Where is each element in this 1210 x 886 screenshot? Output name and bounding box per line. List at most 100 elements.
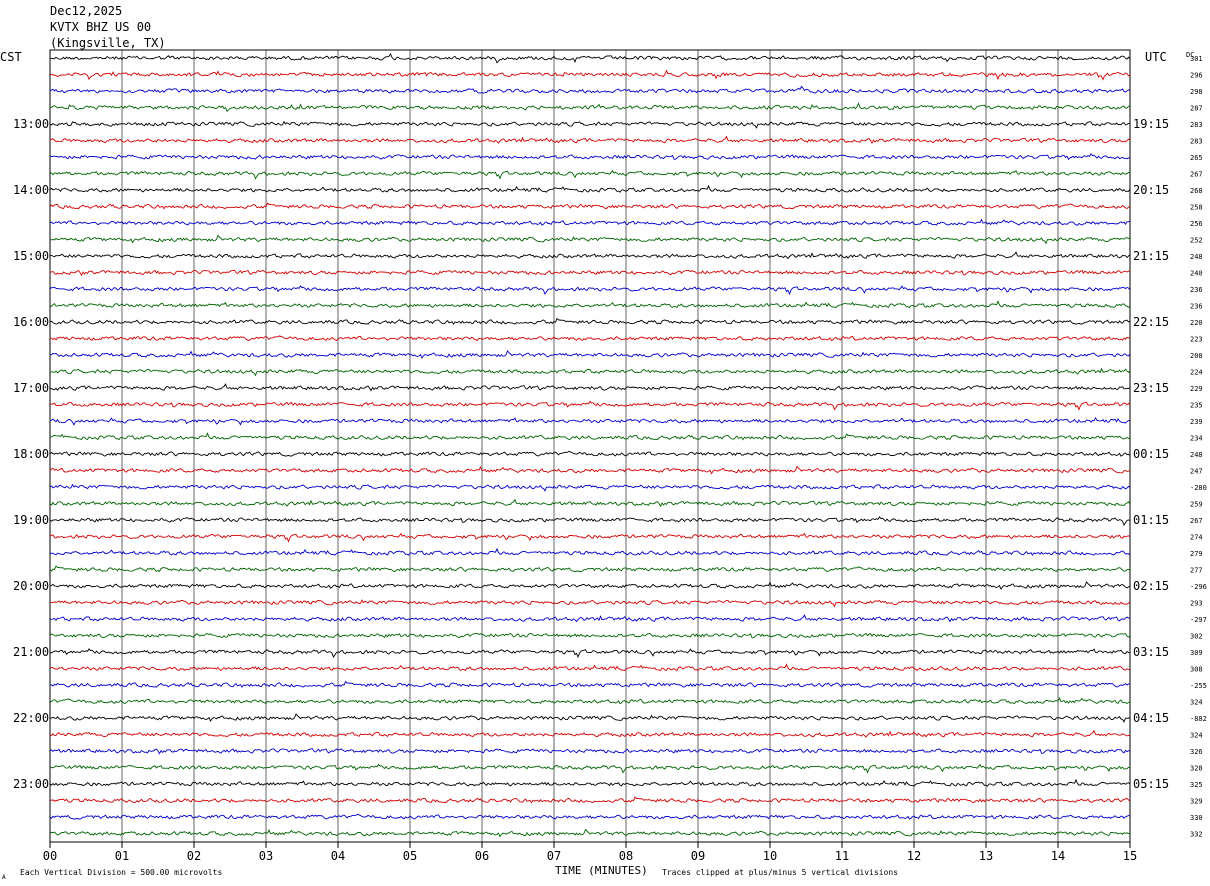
seismic-trace (49, 483, 1131, 492)
dc-offset-label: 259 (1190, 501, 1203, 509)
dc-offset-label: 309 (1190, 649, 1203, 657)
scale-note: Each Vertical Division = 500.00 microvol… (20, 868, 222, 877)
x-tick-label: 05 (403, 849, 417, 863)
seismic-trace (49, 135, 1131, 145)
utc-hour-label: 23:15 (1133, 381, 1169, 395)
seismic-trace (49, 251, 1131, 260)
seismic-trace (49, 532, 1131, 543)
dc-offset-label: 268 (1190, 187, 1203, 195)
seismic-trace (49, 632, 1131, 639)
x-tick-label: 11 (835, 849, 849, 863)
clip-note: Traces clipped at plus/minus 5 vertical … (662, 868, 898, 877)
dc-offset-label: 234 (1190, 435, 1203, 443)
seismic-trace (49, 498, 1131, 508)
seismic-trace (49, 432, 1131, 441)
utc-hour-label: 02:15 (1133, 579, 1169, 593)
seismic-trace (49, 648, 1131, 659)
dc-offset-label: 267 (1190, 517, 1203, 525)
dc-offset-label: 287 (1190, 105, 1203, 113)
dc-offset-label: 248 (1190, 253, 1203, 261)
dc-offset-label: 283 (1190, 121, 1203, 129)
x-tick-label: 00 (43, 849, 57, 863)
utc-hour-label: 21:15 (1133, 249, 1169, 263)
header-date: Dec12,2025 (50, 4, 123, 18)
seismic-trace (49, 697, 1131, 705)
dc-offset-label: 324 (1190, 732, 1203, 740)
dc-offset-label: 330 (1190, 814, 1203, 822)
cst-hour-label: 13:00 (13, 117, 49, 131)
x-tick-label: 09 (691, 849, 705, 863)
seismic-trace (49, 269, 1131, 277)
x-tick-label: 13 (979, 849, 993, 863)
utc-hour-label: 03:15 (1133, 645, 1169, 659)
seismic-trace (49, 53, 1131, 64)
dc-offset-label: 325 (1190, 781, 1203, 789)
dc-offset-label: 267 (1190, 171, 1203, 179)
dc-offset-label: 265 (1190, 154, 1203, 162)
header-location: (Kingsville, TX) (50, 36, 166, 50)
seismic-trace (49, 285, 1131, 296)
utc-hour-label: 00:15 (1133, 447, 1169, 461)
x-tick-label: 15 (1123, 849, 1137, 863)
x-axis-label: TIME (MINUTES) (555, 864, 648, 877)
utc-hour-label: 05:15 (1133, 777, 1169, 791)
seismic-trace (49, 663, 1131, 672)
cst-hour-label: 17:00 (13, 381, 49, 395)
dc-offset-label: -280 (1190, 484, 1207, 492)
dc-offset-label: 240 (1190, 270, 1203, 278)
seismic-trace (49, 729, 1131, 738)
dc-offset-label: 301 (1190, 55, 1203, 63)
seismic-trace (49, 778, 1131, 787)
utc-hour-label: 01:15 (1133, 513, 1169, 527)
dc-offset-label: 236 (1190, 286, 1203, 294)
utc-hour-label: 19:15 (1133, 117, 1169, 131)
seismic-trace (49, 234, 1131, 245)
dc-offset-label: -296 (1190, 583, 1207, 591)
seismic-trace (49, 202, 1131, 210)
cst-hour-label: 21:00 (13, 645, 49, 659)
traces (49, 53, 1131, 838)
seismic-trace (49, 450, 1131, 457)
x-tick-label: 10 (763, 849, 777, 863)
seismic-trace (49, 713, 1131, 723)
x-tick-label: 02 (187, 849, 201, 863)
dc-offset-label: 223 (1190, 336, 1203, 344)
dc-offset-label: 302 (1190, 633, 1203, 641)
seismic-trace (49, 153, 1131, 161)
seismic-trace (49, 102, 1131, 112)
seismic-trace (49, 748, 1131, 755)
seismic-trace (49, 335, 1131, 342)
dc-offset-label: -882 (1190, 715, 1207, 723)
seismic-trace (49, 218, 1131, 226)
seismic-trace (49, 400, 1131, 411)
x-tick-label: 08 (619, 849, 633, 863)
x-tick-label: 04 (331, 849, 345, 863)
dc-offset-label: 274 (1190, 534, 1203, 542)
cst-hour-label: 23:00 (13, 777, 49, 791)
dc-offset-label: 247 (1190, 468, 1203, 476)
cst-hour-label: 15:00 (13, 249, 49, 263)
cst-label: CST (0, 50, 22, 64)
seismic-trace (49, 680, 1130, 689)
dc-offset-label: -255 (1190, 682, 1207, 690)
dc-offset-label: 220 (1190, 319, 1203, 327)
seismic-trace (49, 599, 1131, 608)
dc-offset-label: 296 (1190, 72, 1203, 80)
dc-offset-label: 324 (1190, 699, 1203, 707)
seismic-trace (49, 614, 1131, 623)
dc-offset-label: 252 (1190, 237, 1203, 245)
seismic-trace (49, 350, 1131, 360)
seismic-trace (49, 69, 1131, 81)
dc-offset-label: 258 (1190, 204, 1203, 212)
dc-label: DC (1186, 51, 1194, 59)
header-station: KVTX BHZ US 00 (50, 20, 152, 34)
grid (49, 49, 1131, 848)
dc-offset-label: 256 (1190, 220, 1203, 228)
cst-hour-label: 18:00 (13, 447, 49, 461)
seismic-trace (49, 120, 1131, 129)
seismic-trace (49, 828, 1131, 838)
utc-hour-label: 04:15 (1133, 711, 1169, 725)
dc-offset-label: 229 (1190, 385, 1203, 393)
seismic-trace (49, 184, 1131, 193)
